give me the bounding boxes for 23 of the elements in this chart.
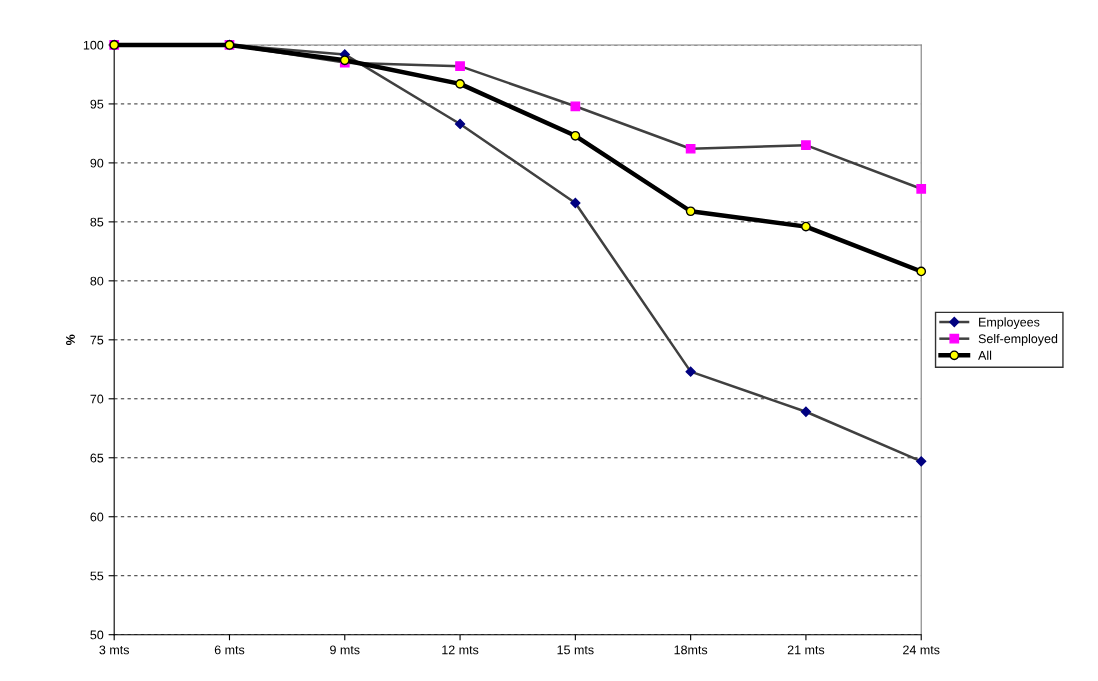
y-tick-label: 60 <box>90 512 104 522</box>
x-tick-label: 3 mts <box>99 645 130 655</box>
x-tick-label: 12 mts <box>442 645 479 655</box>
y-tick-label: 95 <box>90 99 104 109</box>
x-tick-label: 6 mts <box>214 645 245 655</box>
y-tick-label: 50 <box>90 630 104 640</box>
x-tick-label: 18mts <box>674 645 708 655</box>
legend-label: Employees <box>979 317 1040 329</box>
y-tick-label: 80 <box>90 276 104 286</box>
legend-label: All <box>978 350 992 360</box>
x-tick-label: 24 mts <box>903 645 940 655</box>
legend-label: Self-employed <box>978 333 1058 346</box>
y-axis-title: % <box>66 334 75 346</box>
y-tick-label: 55 <box>90 571 104 581</box>
y-tick-label: 100 <box>83 40 104 50</box>
y-tick-label: 65 <box>90 453 104 463</box>
x-tick-label: 21 mts <box>787 645 825 655</box>
y-tick-label: 70 <box>90 394 104 404</box>
y-tick-label: 90 <box>90 158 104 168</box>
y-tick-label: 85 <box>90 217 104 227</box>
y-tick-label: 75 <box>90 335 104 345</box>
x-tick-label: 9 mts <box>330 645 360 655</box>
x-tick-label: 15 mts <box>557 645 594 655</box>
